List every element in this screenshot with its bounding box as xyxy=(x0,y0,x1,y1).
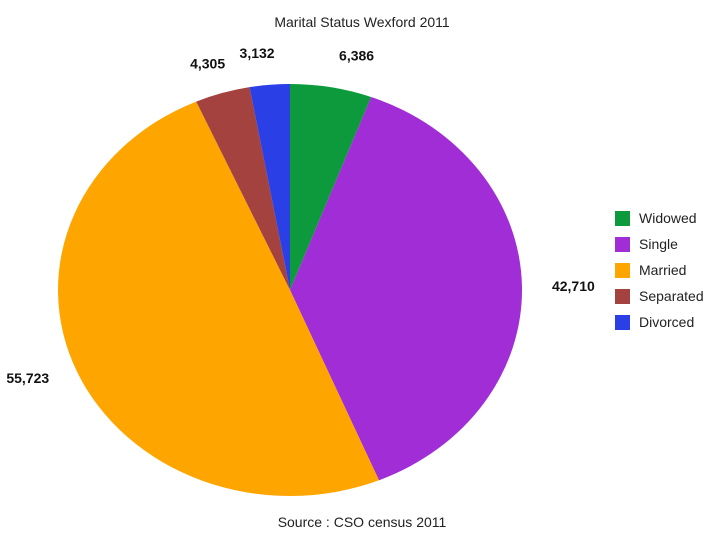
pie-slice-married xyxy=(58,101,379,496)
data-label-separated: 4,305 xyxy=(190,56,225,72)
legend-item-widowed: Widowed xyxy=(615,206,704,230)
legend-label: Married xyxy=(639,262,687,278)
legend-item-married: Married xyxy=(615,258,704,282)
legend-label: Divorced xyxy=(639,314,695,330)
legend-item-divorced: Divorced xyxy=(615,310,704,334)
data-label-single: 42,710 xyxy=(552,278,595,294)
chart-title: Marital Status Wexford 2011 xyxy=(274,14,450,30)
data-label-widowed: 6,386 xyxy=(339,48,374,64)
legend-label: Single xyxy=(639,236,678,252)
legend-label: Widowed xyxy=(639,210,697,226)
legend: Widowed Single Married Separated Divorced xyxy=(615,206,704,336)
pie-slice-single xyxy=(290,97,522,481)
pie-slice-separated xyxy=(196,87,290,290)
legend-swatch xyxy=(615,210,630,226)
legend-swatch xyxy=(615,236,630,252)
legend-swatch xyxy=(615,262,630,278)
pie-slices xyxy=(58,84,522,496)
pie-slice-widowed xyxy=(290,84,372,290)
legend-swatch xyxy=(615,288,630,304)
pie-data-labels: 6,386 42,710 55,723 4,305 3,132 xyxy=(6,45,595,386)
data-label-divorced: 3,132 xyxy=(240,45,275,61)
legend-item-separated: Separated xyxy=(615,284,704,308)
chart-source: Source : CSO census 2011 xyxy=(277,514,447,530)
legend-swatch xyxy=(615,314,630,330)
legend-label: Separated xyxy=(639,288,704,304)
legend-item-single: Single xyxy=(615,232,704,256)
pie-slice-divorced xyxy=(249,84,290,290)
data-label-married: 55,723 xyxy=(6,370,49,386)
